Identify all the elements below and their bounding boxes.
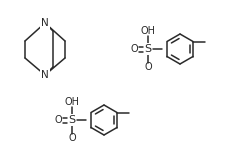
Text: S: S [68, 115, 76, 125]
Text: S: S [144, 44, 151, 54]
Text: N: N [41, 18, 49, 28]
Text: N: N [41, 70, 49, 80]
Text: OH: OH [65, 97, 80, 107]
Text: O: O [68, 133, 76, 143]
Text: O: O [130, 44, 138, 54]
Text: O: O [144, 62, 152, 72]
Text: OH: OH [141, 26, 156, 36]
Text: O: O [54, 115, 62, 125]
